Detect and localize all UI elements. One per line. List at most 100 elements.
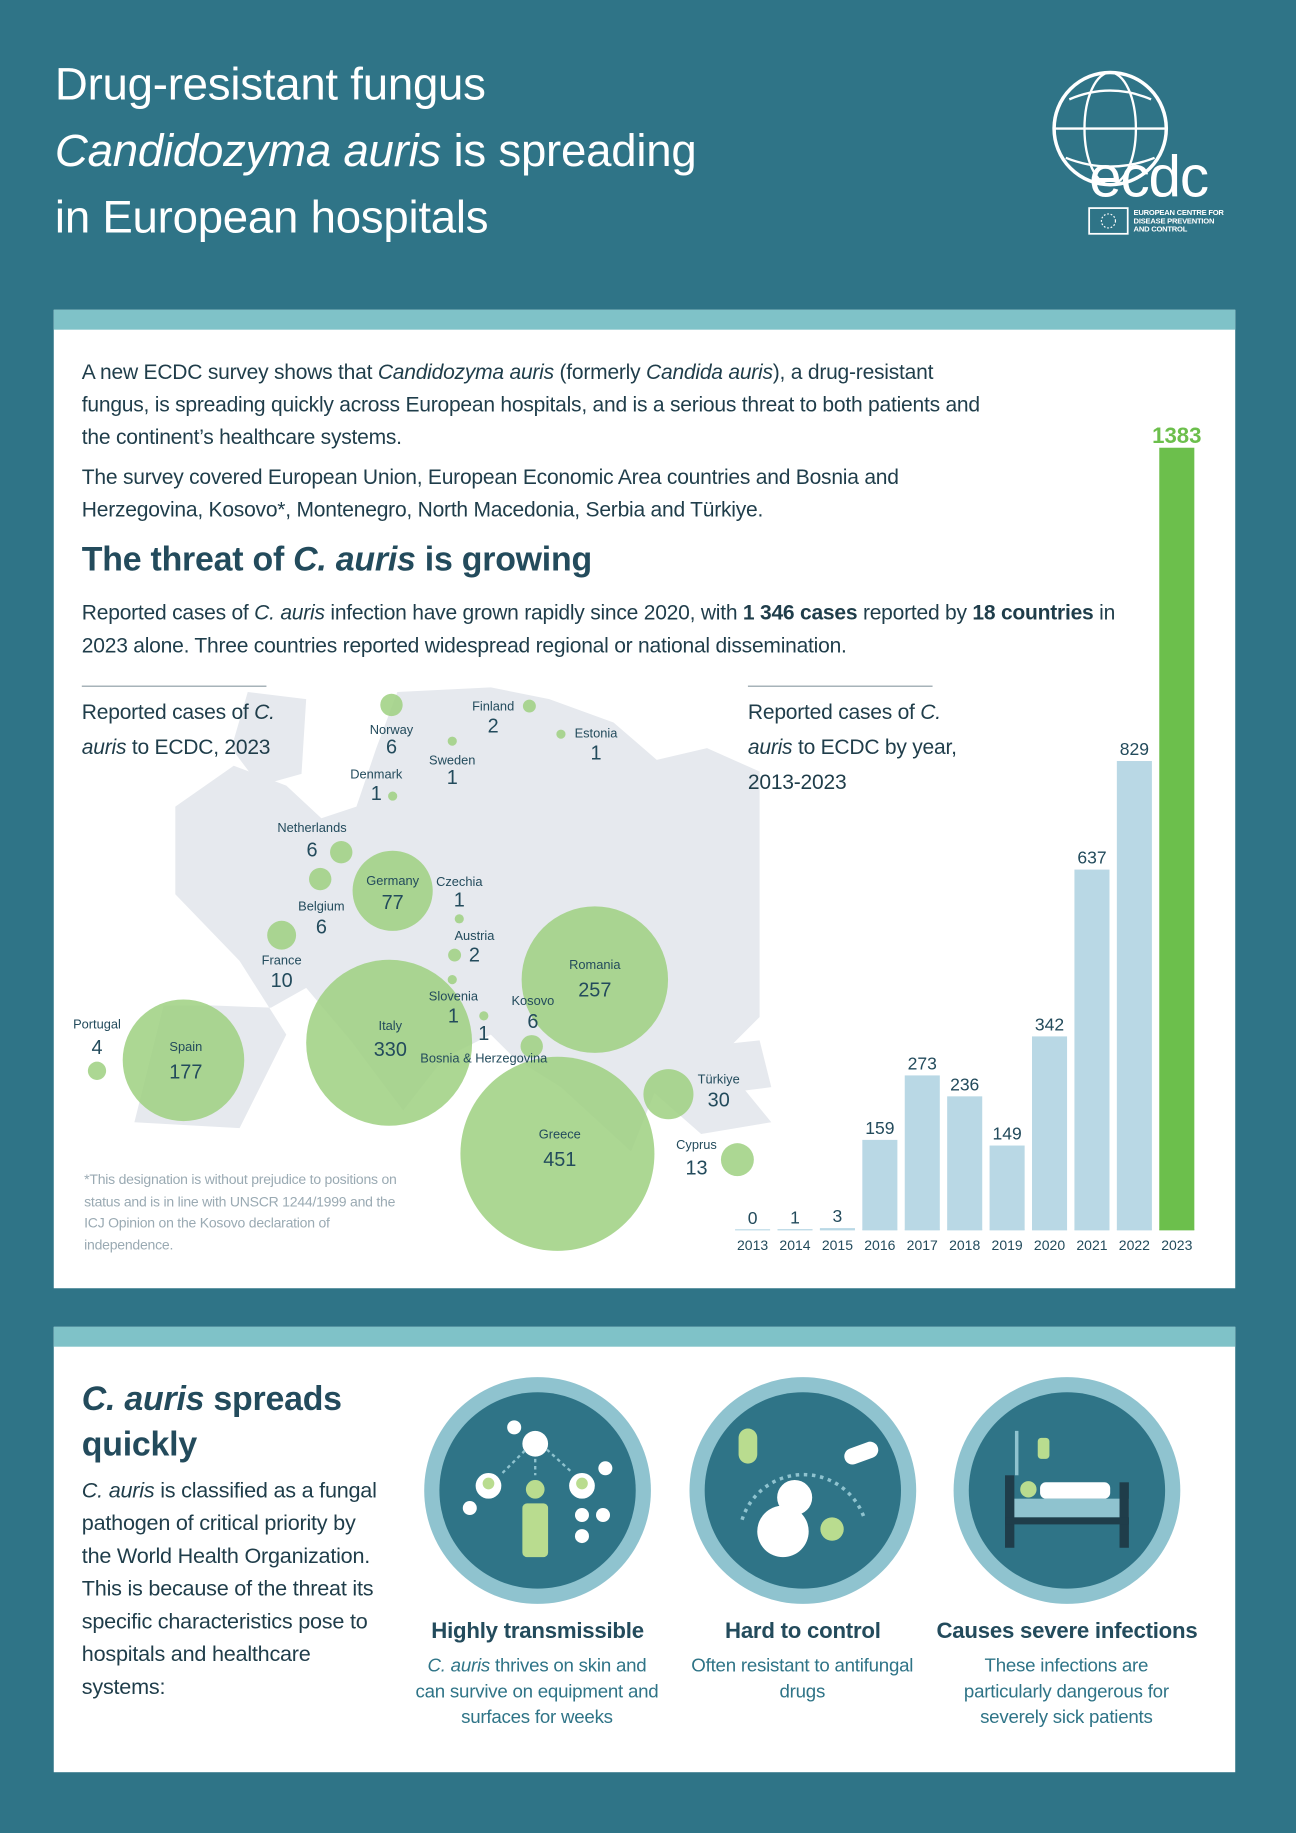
bubble [447, 975, 457, 985]
text-run: in 2023 alone. Three countries reported … [81, 600, 1116, 657]
country-name: Romania [569, 957, 621, 972]
footnote: *This designation is without prejudice t… [84, 1171, 397, 1253]
text-run: Reported cases of [81, 600, 255, 625]
bubble [720, 1143, 754, 1177]
icon-patient [1040, 1482, 1111, 1499]
icon-people [482, 1477, 588, 1558]
icon-bed [1012, 1498, 1129, 1518]
paragraph: A new ECDC survey shows that Candidozyma… [82, 355, 982, 453]
bubble [306, 959, 473, 1126]
value-label: 3 [833, 1206, 843, 1226]
text-run: The threat of [81, 541, 294, 579]
country-value: 6 [306, 839, 317, 861]
logo-subtitle-line: DISEASE PREVENTION [1133, 217, 1215, 226]
text-run: C. auris [81, 1477, 155, 1503]
icon-drip [1037, 1437, 1050, 1459]
country-value: 2 [488, 715, 499, 737]
country-name: Italy [379, 1018, 403, 1033]
bubble [122, 999, 245, 1122]
title-line: Drug-resistant fungus [55, 51, 697, 118]
text-run: to ECDC by year, 2013-2023 [747, 735, 957, 794]
text-run: Candidozyma auris [54, 126, 442, 177]
chart-title: Reported cases of C. auris to ECDC by ye… [748, 694, 964, 799]
icon-bed [1119, 1482, 1129, 1548]
value-label: 829 [1120, 739, 1149, 759]
text-run: These infections are particularly danger… [963, 1656, 1169, 1728]
country-name: Netherlands [277, 820, 346, 835]
country-value: 257 [578, 980, 611, 1002]
text-run: is growing [415, 541, 592, 579]
x-tick-label: 2016 [864, 1237, 895, 1253]
spread-text: C. auris is classified as a fungal patho… [82, 1474, 380, 1703]
text-run: 1 346 cases [742, 600, 858, 625]
icon-dot [574, 1508, 589, 1523]
panel-band [53, 1326, 1236, 1347]
x-tick-label: 2015 [822, 1237, 853, 1253]
x-tick-label: 2021 [1076, 1237, 1107, 1253]
logo-flag [1100, 213, 1117, 229]
value-label: 1 [790, 1207, 800, 1227]
text-run: (formerly [553, 360, 647, 384]
icon-pill [844, 1441, 879, 1465]
text-run: infection have grown rapidly since 2020,… [324, 600, 743, 625]
logo-subtitle-line: AND CONTROL [1133, 225, 1188, 234]
feature-text: These infections are particularly danger… [941, 1654, 1192, 1731]
country-name: Norway [370, 722, 414, 737]
x-tick-label: 2020 [1034, 1237, 1065, 1253]
text-run: Candidozyma auris [377, 360, 554, 384]
x-tick-label: 2018 [949, 1237, 980, 1253]
text-run: C. auris [747, 700, 941, 759]
text-run: ), a drug-resistant fungus, is spreading… [81, 360, 980, 449]
bubble [521, 906, 669, 1053]
bubble [479, 1011, 489, 1021]
value-label: 236 [950, 1074, 979, 1094]
x-tick-label: 2017 [907, 1237, 938, 1253]
text-run: A new ECDC survey shows that [81, 360, 378, 384]
country-value: 6 [386, 736, 397, 758]
bar [1074, 869, 1110, 1230]
country-value: 330 [374, 1039, 407, 1061]
bubble [330, 841, 353, 864]
summary: Reported cases of C. auris infection hav… [82, 596, 1157, 661]
icon-bed [1005, 1517, 1129, 1525]
text-run: Candida auris [646, 360, 773, 384]
bar [989, 1145, 1025, 1230]
country-name: Austria [454, 928, 495, 943]
country-value: 6 [316, 916, 327, 938]
bubble [388, 791, 398, 801]
title: Drug-resistant fungus Candidozyma auris … [55, 51, 697, 251]
icon-head [522, 1430, 549, 1457]
text-run: 18 countries [972, 600, 1094, 625]
feature-text: Often resistant to antifungal drugs [677, 1654, 928, 1705]
x-tick-label: 2023 [1161, 1237, 1192, 1253]
icon-head [482, 1477, 495, 1490]
country-name: France [262, 952, 302, 967]
text-run: This is because of the threat its specif… [81, 1575, 374, 1699]
title-line: Candidozyma auris is spreading [55, 118, 697, 185]
icon-body [522, 1503, 549, 1558]
country-value: 4 [91, 1037, 102, 1059]
icon-pill [738, 1428, 758, 1464]
country-value: 451 [543, 1149, 576, 1171]
text-run: C. auris [81, 700, 275, 759]
feature-title: Hard to control [725, 1619, 881, 1644]
logo-subtitle-line: EUROPEAN CENTRE FOR [1133, 209, 1224, 218]
country-name: Germany [366, 873, 419, 888]
icon-network [462, 1420, 613, 1544]
country-value: 1 [478, 1023, 489, 1045]
text-run: Reported cases of [747, 700, 921, 724]
feature-title: Highly transmissible [431, 1619, 644, 1644]
country-name: Portugal [73, 1017, 121, 1032]
panel-band [53, 309, 1236, 330]
value-label: 159 [865, 1118, 894, 1138]
value-label: 149 [993, 1124, 1022, 1144]
paragraph: This is because of the threat its specif… [82, 1572, 380, 1703]
country-value: 1 [590, 742, 601, 764]
x-tick-label: 2022 [1119, 1237, 1150, 1253]
bar [819, 1228, 855, 1230]
bubble [87, 1061, 107, 1080]
feature-title: Causes severe infections [936, 1619, 1198, 1644]
bubble [352, 850, 433, 931]
country-name: Denmark [350, 766, 403, 781]
